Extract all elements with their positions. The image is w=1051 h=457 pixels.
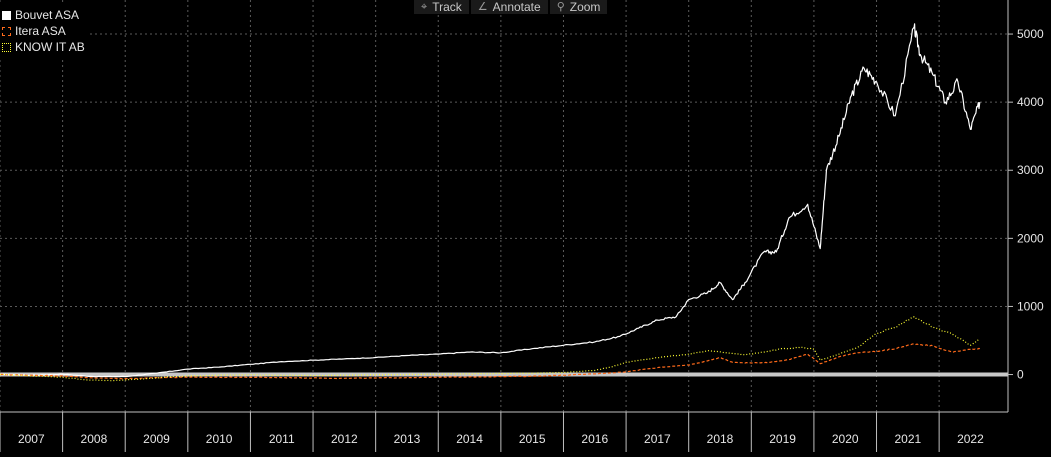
legend-item-itera[interactable]: Itera ASA xyxy=(2,23,85,39)
legend-swatch-bouvet xyxy=(2,10,11,20)
annotate-button[interactable]: ∠ Annotate xyxy=(470,0,548,14)
track-button[interactable]: ⌖ Track xyxy=(414,0,469,14)
legend-swatch-itera xyxy=(2,26,11,36)
x-tick-label: 2021 xyxy=(894,432,921,446)
series-line-bouvet-asa[interactable] xyxy=(0,23,981,378)
series-line-know-it-ab[interactable] xyxy=(0,316,981,382)
x-tick-label: 2022 xyxy=(957,432,984,446)
x-tick-label: 2011 xyxy=(269,432,295,446)
series-line-itera-asa[interactable] xyxy=(0,343,981,380)
x-tick-label: 2010 xyxy=(206,432,233,446)
x-tick-label: 2019 xyxy=(769,432,796,446)
y-tick-label: 3000 xyxy=(1017,163,1044,177)
x-tick-label: 2018 xyxy=(707,432,734,446)
series-layer xyxy=(0,23,981,382)
zoom-button[interactable]: ⚲ Zoom xyxy=(549,0,608,14)
x-tick-label: 2009 xyxy=(143,432,170,446)
grid-layer xyxy=(0,0,1008,412)
legend-label-bouvet: Bouvet ASA xyxy=(15,8,80,22)
y-tick-label: 5000 xyxy=(1017,27,1044,41)
legend-label-itera: Itera ASA xyxy=(15,24,66,38)
x-tick-label: 2017 xyxy=(644,432,671,446)
x-tick-label: 2012 xyxy=(331,432,358,446)
annotate-label: Annotate xyxy=(492,0,541,14)
x-tick-label: 2020 xyxy=(832,432,859,446)
y-tick-label: 2000 xyxy=(1017,231,1044,245)
legend-item-bouvet[interactable]: Bouvet ASA xyxy=(2,7,85,23)
legend-item-knowit[interactable]: KNOW IT AB xyxy=(2,39,85,55)
x-tick-label: 2016 xyxy=(581,432,608,446)
pencil-icon: ∠ xyxy=(477,0,488,13)
x-tick-label: 2008 xyxy=(81,432,108,446)
y-tick-label: 1000 xyxy=(1017,299,1044,313)
crosshair-icon: ⌖ xyxy=(421,0,428,13)
y-tick-label: 0 xyxy=(1017,368,1024,382)
magnifier-icon: ⚲ xyxy=(556,0,565,13)
chart-toolbar: ⌖ Track ∠ Annotate ⚲ Zoom xyxy=(414,0,608,14)
x-tick-label: 2013 xyxy=(394,432,421,446)
legend-swatch-knowit xyxy=(2,42,11,52)
chart-legend: Bouvet ASA Itera ASA KNOW IT AB xyxy=(0,5,89,57)
x-tick-label: 2014 xyxy=(456,432,483,446)
x-tick-label: 2007 xyxy=(18,432,45,446)
track-label: Track xyxy=(432,0,462,14)
legend-label-knowit: KNOW IT AB xyxy=(15,40,85,54)
zoom-label: Zoom xyxy=(569,0,601,14)
x-tick-label: 2015 xyxy=(519,432,546,446)
y-tick-label: 4000 xyxy=(1017,95,1044,109)
